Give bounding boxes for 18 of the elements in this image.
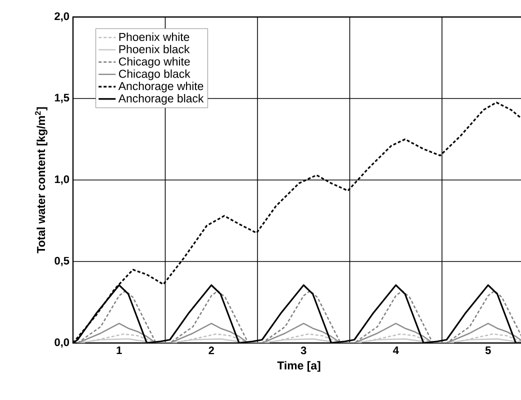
- y-axis-title: Total water content [kg/m$^{2}$]: [35, 107, 48, 254]
- y-tick-label: 1,0: [54, 175, 70, 185]
- y-tick-label: 1,5: [54, 94, 70, 104]
- legend-label: Anchorage white: [118, 82, 204, 92]
- legend-label: Phoenix white: [119, 32, 190, 42]
- x-tick-label: 4: [392, 346, 399, 354]
- x-axis-title: Time [a]: [277, 361, 320, 372]
- legend-label: Chicago white: [118, 57, 190, 68]
- y-tick-label: 0,0: [54, 338, 70, 348]
- x-tick-label: 2: [208, 346, 214, 354]
- legend-label: Phoenix black: [119, 44, 190, 54]
- legend-label: Chicago black: [118, 69, 190, 80]
- y-tick-label: 0,5: [54, 256, 70, 266]
- x-tick-label: 5: [485, 346, 491, 354]
- y-tick-label: 2,0: [54, 12, 70, 22]
- legend-label: Anchorage black: [118, 94, 204, 105]
- x-tick-label: 3: [300, 346, 306, 354]
- x-tick-label: 1: [116, 346, 122, 354]
